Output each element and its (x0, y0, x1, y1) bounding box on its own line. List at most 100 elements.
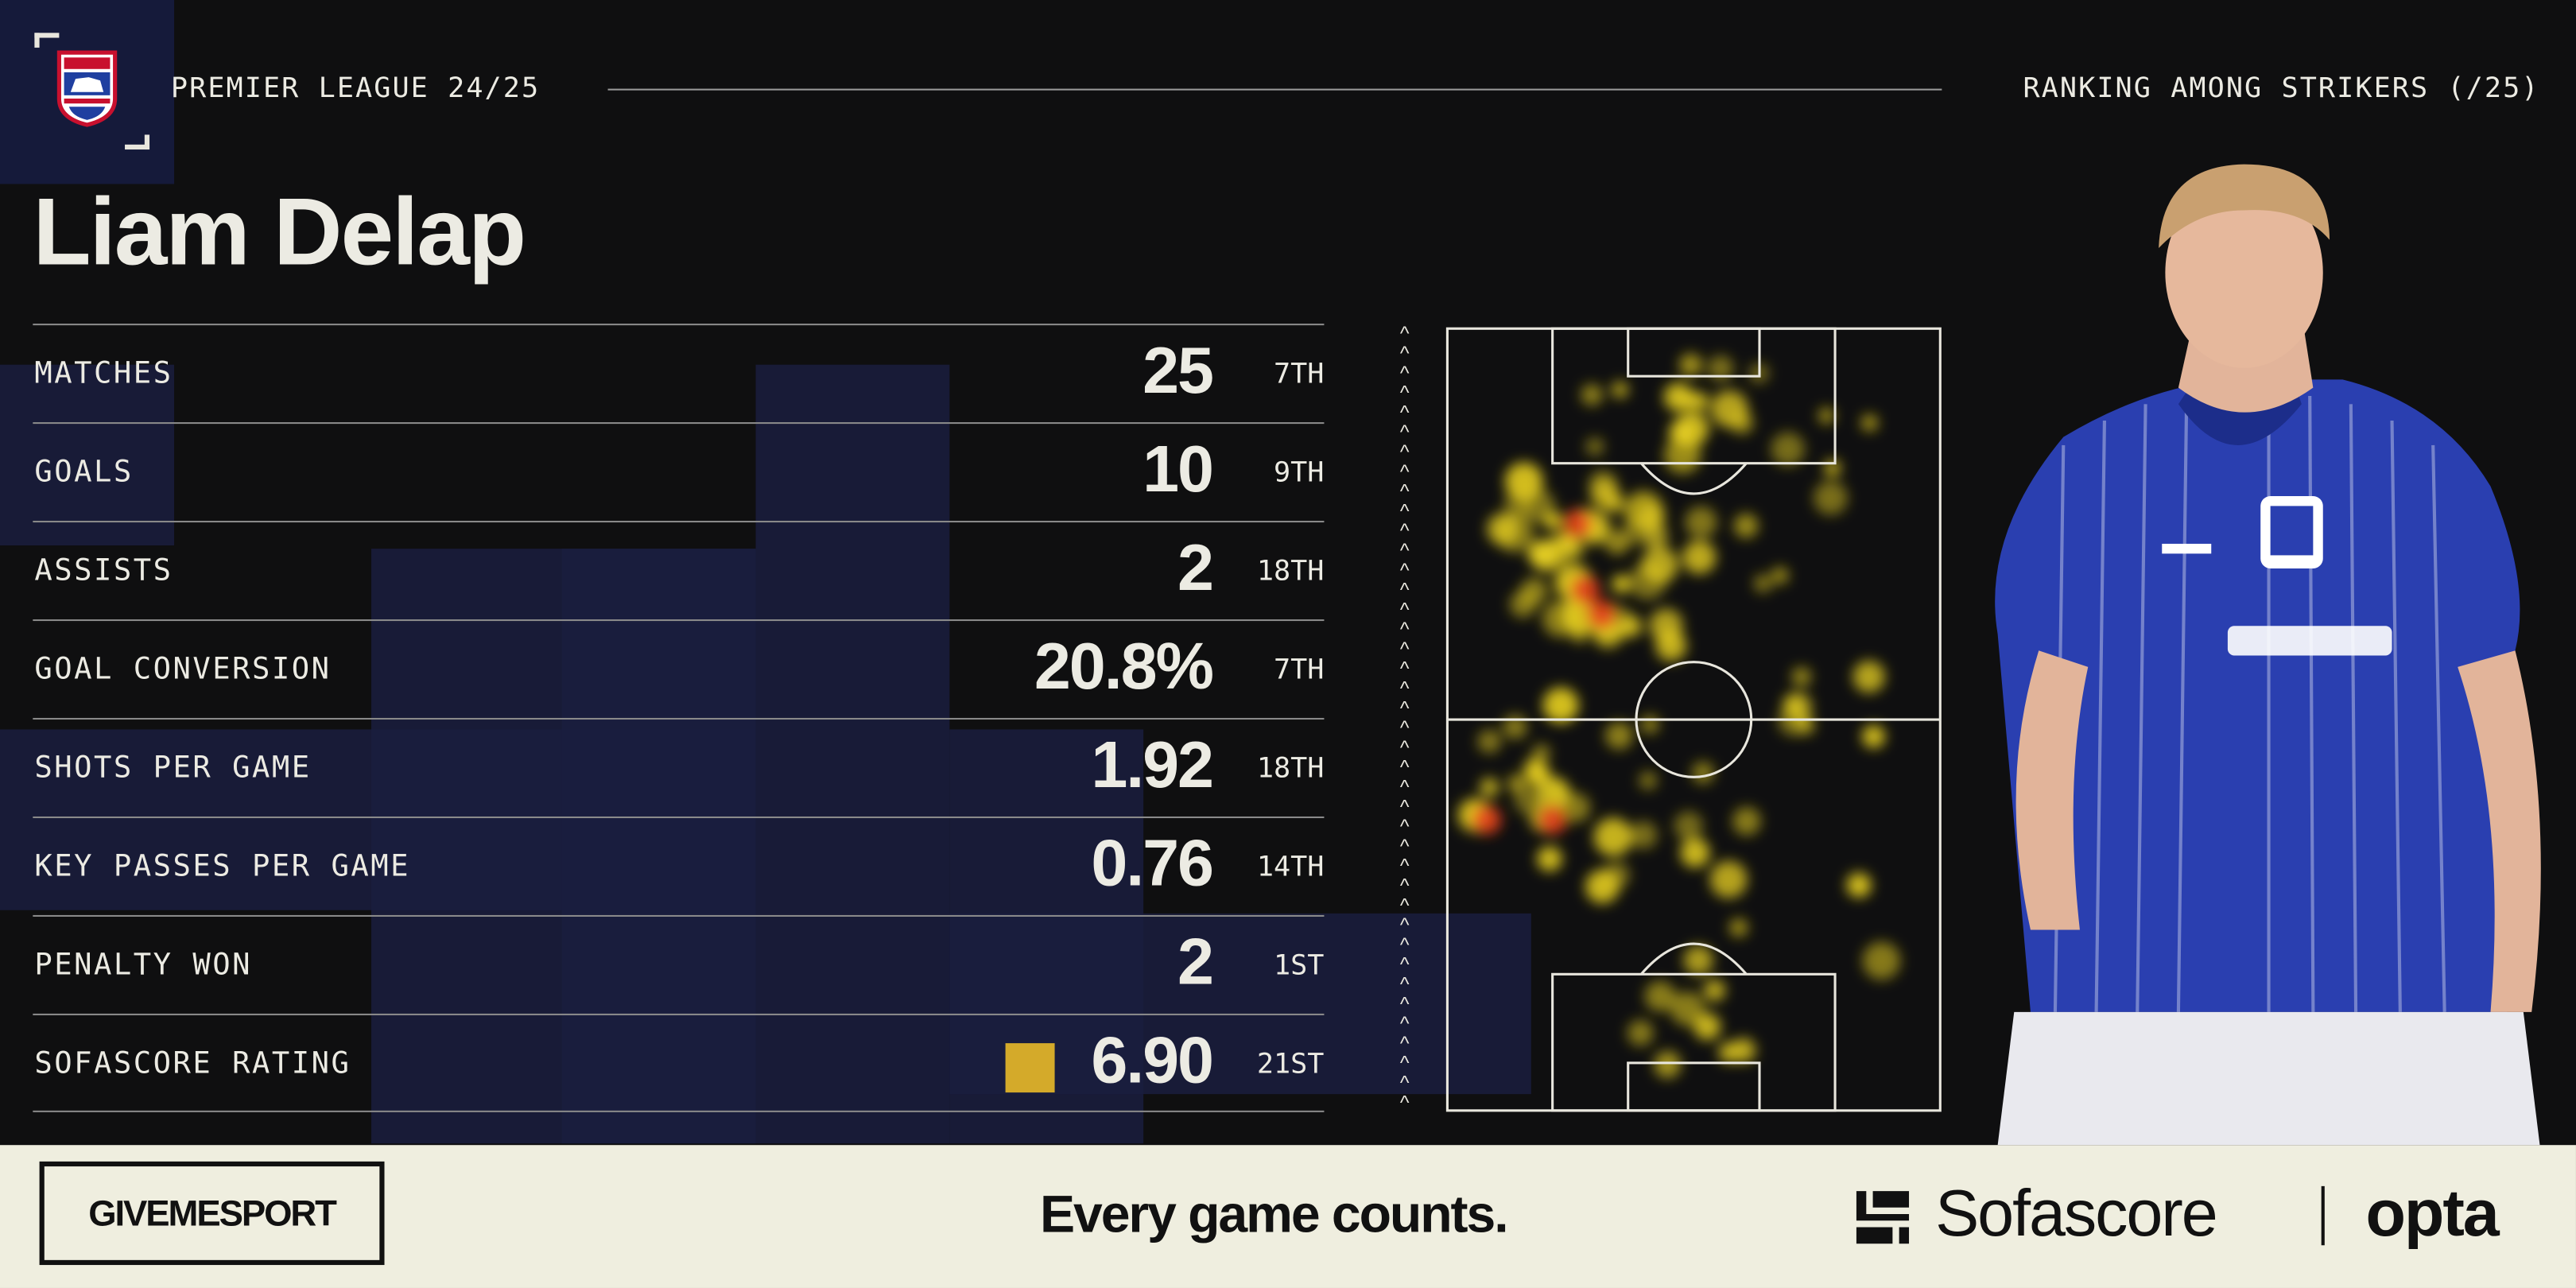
rating-badge (1005, 1043, 1055, 1093)
chevron-up-icon: ^ (1399, 420, 1410, 444)
stat-row: PENALTY WON 2 1ST (33, 914, 1325, 1015)
chevron-up-icon: ^ (1399, 479, 1410, 503)
chevron-up-icon: ^ (1399, 854, 1410, 878)
heat-blob (1514, 787, 1542, 815)
heat-hotspot (1562, 509, 1593, 539)
stat-rank: 1ST (1273, 949, 1325, 983)
heat-hotspot (1570, 575, 1600, 605)
heat-blob (1791, 666, 1812, 687)
chevron-up-icon: ^ (1399, 735, 1410, 759)
heat-blob (1693, 1013, 1721, 1041)
heat-blob (1520, 577, 1548, 605)
sofascore-wordmark: Sofascore (1935, 1177, 2218, 1251)
chevron-up-icon: ^ (1399, 657, 1410, 681)
stat-row: GOALS 10 9TH (33, 422, 1324, 522)
heat-blob (1542, 599, 1580, 638)
chevron-up-icon: ^ (1399, 381, 1410, 405)
chevron-up-icon: ^ (1399, 716, 1410, 739)
chevron-up-icon: ^ (1399, 321, 1410, 345)
heat-blob (1611, 381, 1629, 398)
player-name: Liam Delap (33, 179, 526, 286)
heatmap-pitch (1445, 327, 1942, 1112)
heat-blob (1852, 660, 1885, 693)
chevron-up-icon: ^ (1399, 894, 1410, 917)
heat-blob (1709, 860, 1748, 898)
chevron-up-icon: ^ (1399, 913, 1410, 937)
chevron-up-icon: ^ (1399, 361, 1410, 385)
chevron-up-icon: ^ (1399, 795, 1410, 819)
stat-label: MATCHES (34, 356, 173, 391)
stat-row: KEY PASSES PER GAME 0.76 14TH (33, 816, 1325, 917)
heat-blob (1654, 1051, 1682, 1078)
heat-blob (1680, 838, 1710, 868)
heat-blob (1710, 390, 1748, 428)
chevron-up-icon: ^ (1399, 696, 1410, 720)
heat-blob (1733, 514, 1759, 538)
chevron-up-icon: ^ (1399, 518, 1410, 542)
chevron-up-icon: ^ (1399, 598, 1410, 622)
chevron-up-icon: ^ (1399, 952, 1410, 976)
stat-value: 2 (1177, 532, 1214, 605)
ipswich-crest-icon (56, 50, 118, 127)
corner-bracket-bottom (125, 134, 150, 150)
heat-blob (1503, 714, 1527, 739)
heat-blob (1644, 980, 1676, 1012)
heat-blob (1663, 382, 1693, 412)
heat-blob (1603, 861, 1630, 889)
heat-blob (1521, 489, 1555, 523)
bg-block (755, 364, 950, 1144)
heat-blob (1679, 353, 1702, 377)
heat-blob (1642, 523, 1669, 549)
opta-wordmark: opta (2365, 1177, 2499, 1251)
sofascore-logo-icon (1856, 1191, 1910, 1244)
stat-value: 0.76 (1091, 828, 1214, 901)
chevron-up-icon: ^ (1399, 499, 1410, 523)
heat-blob (1682, 540, 1717, 575)
stat-label: GOALS (34, 455, 134, 490)
heat-blob (1629, 821, 1658, 849)
heat-blob (1557, 534, 1576, 553)
chevron-up-icon: ^ (1399, 1011, 1410, 1035)
chevron-up-icon: ^ (1399, 814, 1410, 838)
footer-bar: GIVEMESPORT Every game counts. Sofascore… (0, 1145, 2576, 1288)
heat-blob (1670, 991, 1705, 1026)
stat-rank: 14TH (1256, 851, 1325, 884)
bg-block (0, 364, 175, 546)
heat-blob (1861, 724, 1886, 748)
chevron-up-icon: ^ (1399, 538, 1410, 562)
stat-row: ASSISTS 2 18TH (33, 521, 1324, 621)
chevron-up-icon: ^ (1399, 677, 1410, 700)
stat-label: PENALTY WON (34, 948, 252, 983)
chevron-up-icon: ^ (1399, 1071, 1410, 1095)
stat-value: 25 (1143, 335, 1214, 408)
stat-value: 10 (1143, 433, 1214, 506)
heat-blob (1674, 811, 1703, 840)
stat-label: KEY PASSES PER GAME (34, 849, 410, 884)
heat-blob (1605, 495, 1624, 513)
header-divider-line (607, 88, 1942, 91)
competition-label: PREMIER LEAGUE 24/25 (170, 72, 541, 106)
heat-blob (1507, 774, 1527, 793)
table-bottom-line (33, 1110, 1325, 1112)
stat-rank: 21ST (1256, 1048, 1325, 1081)
chevron-up-icon: ^ (1399, 617, 1410, 641)
heat-blob (1612, 574, 1631, 594)
heat-blob (1729, 918, 1748, 937)
chevron-up-icon: ^ (1399, 401, 1410, 425)
heat-blob (1486, 513, 1519, 545)
heatmap-layer (1457, 353, 1901, 1078)
chevron-up-icon: ^ (1399, 558, 1410, 582)
heat-blob (1814, 480, 1848, 515)
heat-blob (1585, 437, 1604, 456)
stat-row: MATCHES 25 7TH (33, 324, 1324, 424)
chevron-up-icon: ^ (1399, 1091, 1410, 1114)
heat-blob (1545, 780, 1569, 805)
footer-tagline: Every game counts. (1039, 1184, 1509, 1244)
heat-blob (1561, 793, 1591, 823)
heat-blob (1480, 778, 1499, 797)
chevron-up-icon: ^ (1399, 972, 1410, 996)
heat-blob (1570, 626, 1588, 643)
heat-blob (1685, 506, 1717, 538)
heat-blob (1692, 761, 1714, 784)
